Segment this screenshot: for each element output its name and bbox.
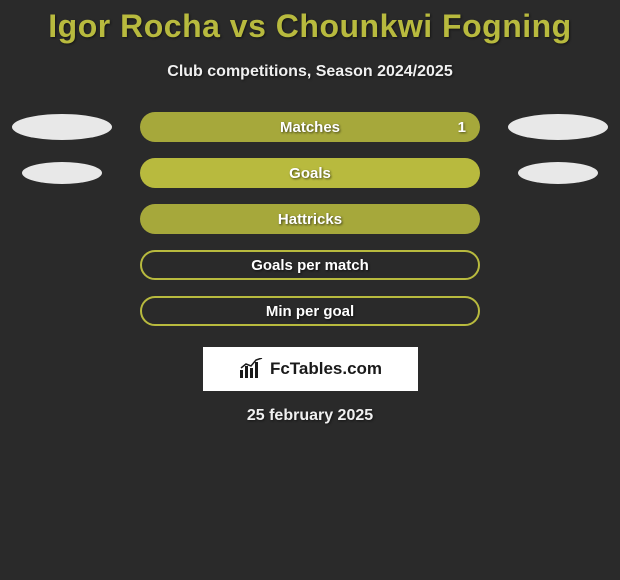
- bar-label: Matches: [280, 119, 340, 136]
- logo-box: FcTables.com: [203, 347, 418, 391]
- stat-row: Goals per match: [0, 249, 620, 281]
- bar-label: Goals: [289, 165, 331, 182]
- left-ellipse: [12, 114, 112, 140]
- right-ellipse: [518, 162, 598, 184]
- bar-label: Min per goal: [266, 303, 354, 320]
- stat-row: Goals: [0, 157, 620, 189]
- stat-bar: Hattricks: [140, 204, 480, 234]
- date-label: 25 february 2025: [0, 407, 620, 425]
- bar-label: Goals per match: [251, 257, 369, 274]
- logo-text: FcTables.com: [270, 359, 382, 379]
- stat-row: Hattricks: [0, 203, 620, 235]
- logo-chart-icon: [238, 360, 264, 378]
- stat-bar: Goals per match: [140, 250, 480, 280]
- right-ellipse: [508, 114, 608, 140]
- stat-row: Min per goal: [0, 295, 620, 327]
- stat-bar: Min per goal: [140, 296, 480, 326]
- bar-label: Hattricks: [278, 211, 342, 228]
- left-ellipse: [22, 162, 102, 184]
- stat-row: Matches 1: [0, 111, 620, 143]
- bar-value: 1: [458, 119, 466, 136]
- page-title: Igor Rocha vs Chounkwi Fogning: [0, 0, 620, 45]
- subtitle: Club competitions, Season 2024/2025: [0, 63, 620, 81]
- stats-rows: Matches 1 Goals Hattricks Goals per match Min…: [0, 111, 620, 327]
- stat-bar: Matches 1: [140, 112, 480, 142]
- stat-bar: Goals: [140, 158, 480, 188]
